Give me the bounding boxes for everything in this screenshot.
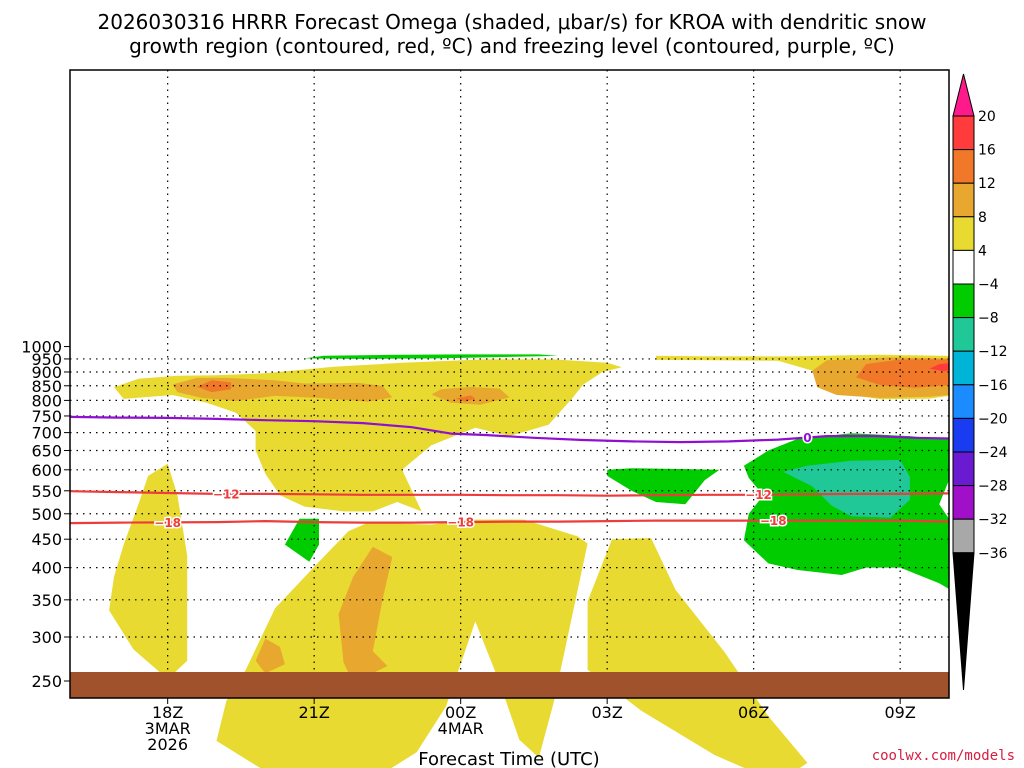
title-line-1: 2026030316 HRRR Forecast Omega (shaded, …: [98, 10, 927, 34]
omega-minus-4-to-minus-8-area-4: [304, 354, 559, 359]
plot-area: −18 −18 −18 −12 −12 0: [69, 69, 950, 768]
x-tick-label-5-0: 21Z: [299, 703, 330, 722]
colorbar-label-2: 16: [978, 143, 996, 159]
colorbar-label-7: −8: [978, 311, 999, 327]
omega-shading-layer: [109, 354, 949, 768]
y-tick-label-450: 450: [31, 530, 62, 549]
dgz-minus-18-label-3: −18: [760, 514, 787, 528]
colorbar-label-4: 8: [978, 210, 987, 226]
colorbar-label-6: −4: [978, 277, 999, 293]
y-tick-label-900: 900: [31, 363, 62, 382]
y-tick-label-1000: 1000: [21, 338, 62, 357]
y-tick-label-550: 550: [31, 482, 62, 501]
omega-8-to-12-area-2: [338, 546, 393, 683]
ground-terrain: [70, 672, 949, 698]
omega-16-to-20-area-1: [929, 363, 949, 372]
freezing-level-0-label-1: 0: [803, 431, 811, 445]
y-tick-label-850: 850: [31, 377, 62, 396]
y-tick-label-800: 800: [31, 391, 62, 410]
dgz-minus-18-label-1: −18: [154, 516, 181, 530]
colorbar-top-triangle: [952, 73, 975, 117]
y-tick-label-500: 500: [31, 505, 62, 524]
omega-4-to-8-area-3: [587, 538, 808, 768]
omega-8-to-12-area-1: [255, 638, 285, 674]
colorbar-label-10: −20: [978, 411, 1008, 427]
y-tick-label-300: 300: [31, 628, 62, 647]
x-tick-label-17-0: 09Z: [885, 703, 916, 722]
dgz-minus-12-label-2: −12: [745, 488, 772, 502]
colorbar-segment-6: [952, 283, 975, 319]
x-tick-label-2-0: 18Z: [152, 703, 183, 722]
x-tick-label-2-2: 2026: [147, 735, 188, 754]
colorbar-label-5: 4: [978, 243, 987, 259]
colorbar-label-11: −24: [978, 445, 1008, 461]
colorbar-label-14: −36: [978, 546, 1008, 562]
colorbar-label-12: −28: [978, 479, 1008, 495]
dgz-minus-18-line: [69, 519, 950, 525]
y-tick-label-350: 350: [31, 591, 62, 610]
colorbar-segment-1: [952, 115, 975, 151]
omega-minus-8-to-minus-12-area-1: [783, 459, 910, 518]
credit-text: coolwx.com/models: [872, 748, 1015, 764]
x-tick-label-2-1: 3MAR: [145, 719, 191, 738]
omega-4-to-8-area-2: [216, 519, 588, 768]
x-tick-label-11-0: 03Z: [592, 703, 623, 722]
y-tick-label-400: 400: [31, 559, 62, 578]
omega-12-to-16-area-3: [856, 359, 949, 388]
gridlines: [70, 70, 949, 698]
colorbar-segment-9: [952, 384, 975, 419]
plot-border: [69, 69, 950, 699]
colorbar-segment-11: [952, 451, 975, 487]
colorbar-label-3: 12: [978, 176, 996, 192]
colorbar-segment-8: [952, 350, 975, 386]
y-tick-label-650: 650: [31, 441, 62, 460]
dgz-minus-12-label-1: −12: [213, 487, 240, 501]
y-axis: 2503003504004505005506006507007508008509…: [21, 338, 70, 691]
colorbar-segment-2: [952, 149, 975, 184]
colorbar-segment-4: [952, 216, 975, 251]
colorbar-segment-3: [952, 182, 975, 218]
y-tick-label-950: 950: [31, 350, 62, 369]
colorbar-label-13: −32: [978, 512, 1008, 528]
colorbar-segment-5: [952, 249, 975, 285]
omega-minus-4-to-minus-8-area-1: [284, 518, 319, 562]
colorbar-label-9: −16: [978, 378, 1008, 394]
y-tick-label-750: 750: [31, 407, 62, 426]
colorbar-bottom-triangle: [952, 552, 975, 691]
dgz-minus-12-line: [69, 490, 950, 497]
y-tick-label-700: 700: [31, 424, 62, 443]
dgz-minus-18-label-2: −18: [447, 516, 474, 530]
freezing-level-0-line: [69, 415, 950, 444]
x-tick-label-8-0: 00Z: [445, 703, 476, 722]
y-tick-label-600: 600: [31, 461, 62, 480]
title-line-2: growth region (contoured, red, ºC) and f…: [129, 34, 895, 58]
colorbar: 20 16 12 8 4 −4 −8 −12 −16 −20 −24 −28 −32 −36: [952, 73, 1008, 691]
colorbar-label-8: −12: [978, 344, 1008, 360]
colorbar-segment-10: [952, 417, 975, 453]
omega-4-to-8-area-1: [109, 463, 188, 680]
colorbar-segment-12: [952, 485, 975, 520]
x-axis-label: Forecast Time (UTC): [418, 749, 599, 768]
y-tick-label-250: 250: [31, 672, 62, 691]
colorbar-segment-13: [952, 518, 975, 554]
colorbar-label-1: 20: [978, 109, 996, 125]
colorbar-segment-7: [952, 317, 975, 352]
contour-layer: −18 −18 −18 −12 −12 0: [69, 415, 950, 531]
chart-title: 2026030316 HRRR Forecast Omega (shaded, …: [98, 10, 927, 58]
x-tick-label-14-0: 06Z: [738, 703, 769, 722]
x-tick-label-8-1: 4MAR: [438, 719, 484, 738]
